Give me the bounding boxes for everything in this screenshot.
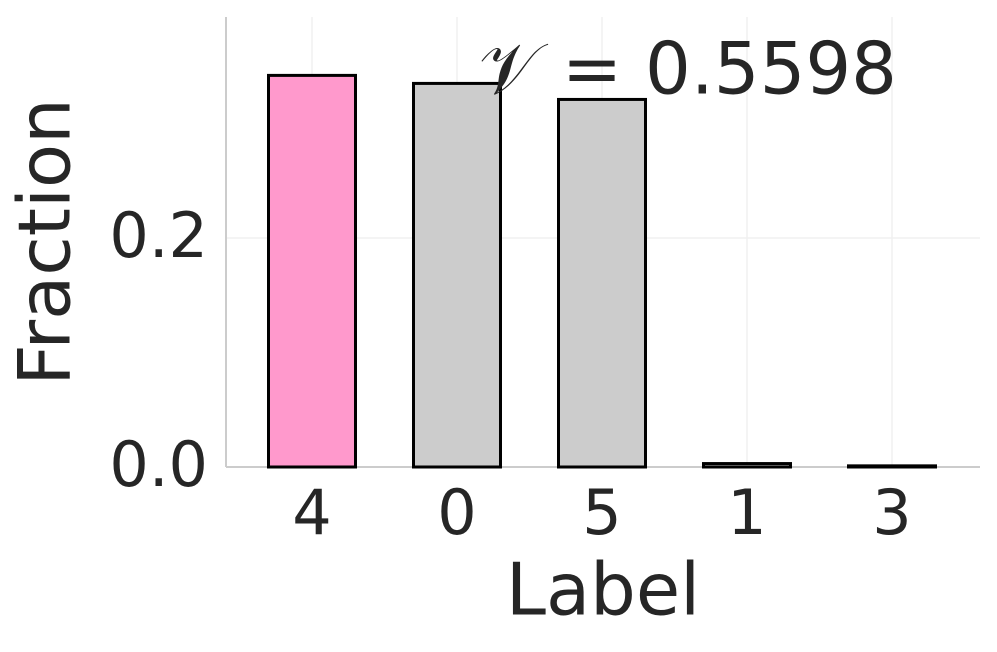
y-tick-label: 0.0 [109,428,208,501]
y-axis-label: Fraction [3,98,87,385]
x-tick-label: 1 [727,476,766,549]
bar [847,464,937,469]
x-tick-label: 0 [437,476,476,549]
y-tick-label: 0.2 [109,199,208,272]
bar [702,462,792,469]
x-tick-label: 5 [582,476,621,549]
bar [412,81,502,469]
x-tick-label: 3 [872,476,911,549]
bar [557,97,647,469]
x-axis-label: Label [506,548,700,632]
annotation: 𝒱 = 0.5598 [479,27,897,111]
bar [267,73,357,469]
x-tick-label: 4 [292,476,331,549]
